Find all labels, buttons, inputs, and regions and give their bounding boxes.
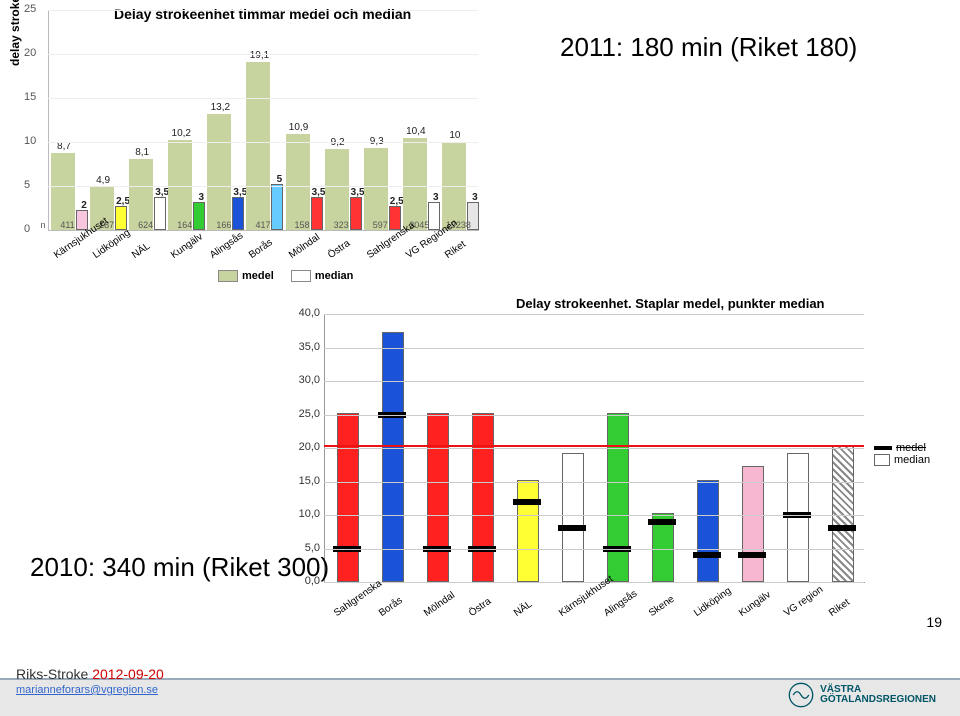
chart-top-axes: 8,724,92,58,13,510,2313,23,519,1510,93,5… <box>48 10 479 231</box>
headline-2011: 2011: 180 min (Riket 180) <box>560 32 857 63</box>
legend-swatch-medel <box>874 446 892 450</box>
bar-group: 10,23 <box>166 10 205 230</box>
footer-brand: Riks-Stroke 2012-09-20 <box>16 666 164 682</box>
bar-group: 10,43 <box>401 10 440 230</box>
footer: Riks-Stroke 2012-09-20 marianneforars@vg… <box>0 654 960 716</box>
legend-swatch-medel <box>218 270 238 282</box>
legend-swatch-median <box>291 270 311 282</box>
vgr-logo-icon <box>788 682 814 708</box>
bar-group: 8,13,5 <box>127 10 166 230</box>
chart-top-ylabel: delay strokeenhet <box>8 0 22 66</box>
legend-median-2: median <box>894 454 930 466</box>
headline-2010: 2010: 340 min (Riket 300) <box>30 552 329 583</box>
bar-group: 103 <box>440 10 479 230</box>
chart-bottom-legend: medel median <box>874 442 930 466</box>
page-number: 19 <box>926 614 942 630</box>
legend-median: median <box>315 270 354 282</box>
bar-group: 8,72 <box>49 10 88 230</box>
footer-brand-a: Riks-Stroke <box>16 666 92 682</box>
legend-swatch-median <box>874 454 890 466</box>
chart-bottom-title: Delay strokeenhet. Staplar medel, punkte… <box>516 296 825 311</box>
chart-top-legend: medel median <box>204 270 353 282</box>
bar-group: 19,15 <box>244 10 283 230</box>
bar-group: 13,23,5 <box>205 10 244 230</box>
footer-brand-date: 2012-09-20 <box>92 666 164 682</box>
bar-group: 4,92,5 <box>88 10 127 230</box>
footer-logo: VÄSTRAGÖTALANDSREGIONEN <box>788 682 936 708</box>
footer-email[interactable]: marianneforars@vgregion.se <box>16 684 158 696</box>
bar-group: 10,93,5 <box>284 10 323 230</box>
bar-group: 9,32,5 <box>362 10 401 230</box>
bar-group: 9,23,5 <box>323 10 362 230</box>
legend-medel-2: medel <box>896 442 926 454</box>
legend-medel: medel <box>242 270 274 282</box>
